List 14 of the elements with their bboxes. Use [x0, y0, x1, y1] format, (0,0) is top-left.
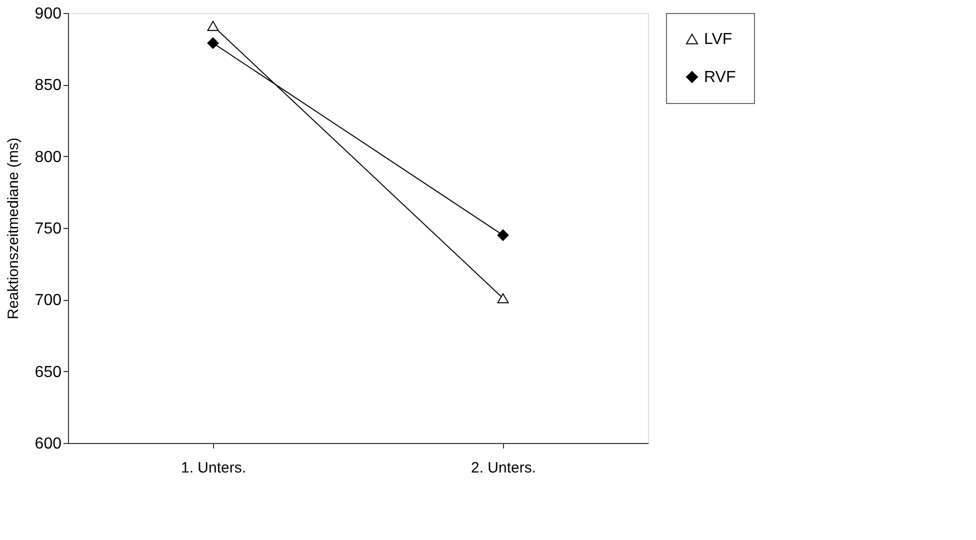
y-tick-label: 600: [34, 436, 62, 452]
legend-label: RVF: [704, 69, 736, 86]
y-tick-label: 800: [34, 148, 62, 166]
x-tick-label: 2. Unters.: [470, 460, 536, 476]
y-tick-label: 700: [34, 292, 62, 310]
y-tick-label: 900: [34, 6, 62, 22]
legend-label: LVF: [704, 31, 732, 48]
y-tick-label: 650: [34, 364, 62, 381]
y-tick-label: 850: [34, 77, 62, 94]
y-tick-label: 750: [34, 220, 62, 238]
x-tick-label: 1. Unters.: [180, 460, 246, 476]
point: [497, 229, 509, 241]
y-axis-title: Reaktionszeitmediane (ms): [4, 138, 22, 320]
point: [207, 37, 219, 49]
